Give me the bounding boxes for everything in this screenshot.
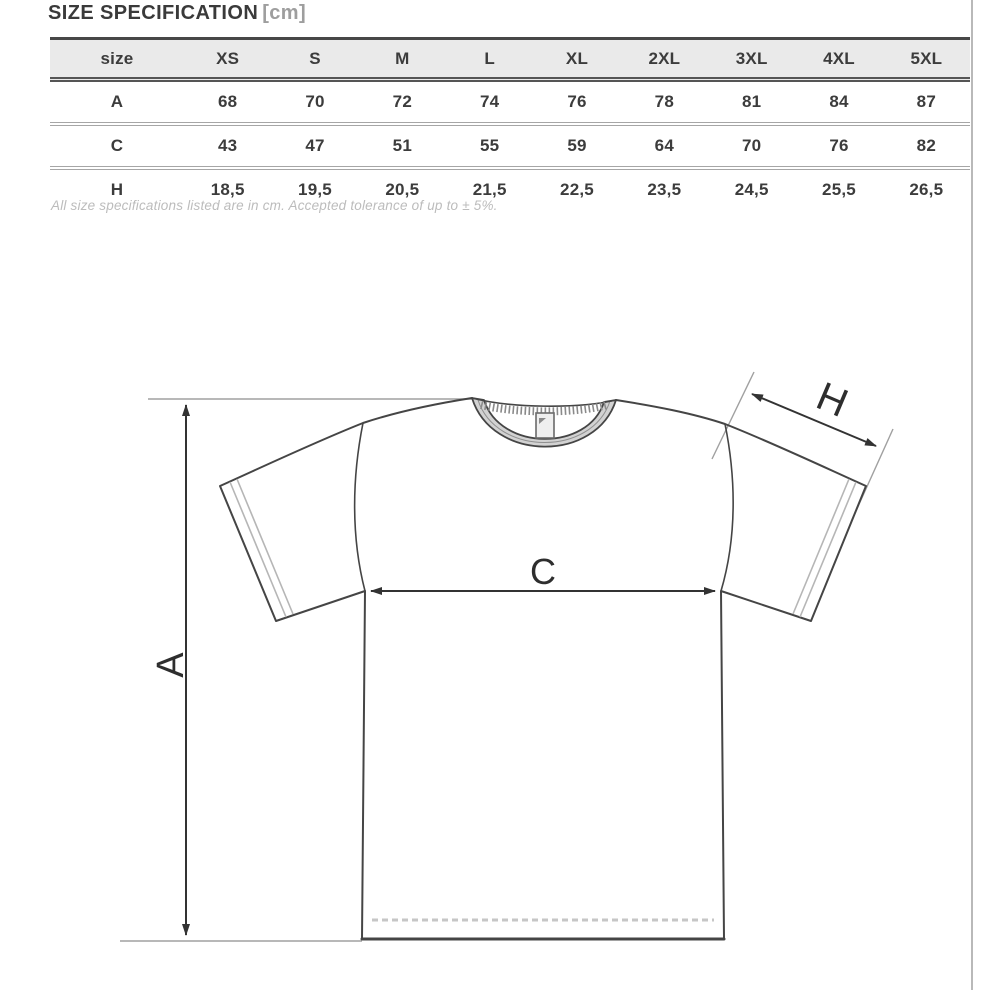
collar-band-midline xyxy=(477,399,611,443)
extension-lines xyxy=(120,371,894,942)
header-cell-s: S xyxy=(309,48,321,68)
cell-value: 72 xyxy=(392,92,412,111)
label-c: C xyxy=(530,551,556,592)
cell-value: 26,5 xyxy=(909,180,944,199)
cell-value: 81 xyxy=(742,92,762,111)
cell-value: 74 xyxy=(480,92,500,111)
cell-value: 68 xyxy=(218,92,238,111)
cell-value: 47 xyxy=(305,136,325,155)
cell-value: 76 xyxy=(829,136,849,155)
table-row-c: C 43 47 51 55 59 64 70 76 82 xyxy=(50,126,970,170)
cell-value: 21,5 xyxy=(472,180,507,199)
collar-tag xyxy=(535,412,555,439)
back-neckline xyxy=(471,397,617,407)
cell-value: 59 xyxy=(567,136,587,155)
h-extension-left xyxy=(711,371,755,460)
tshirt-body-path xyxy=(219,397,867,940)
cell-value: 51 xyxy=(392,136,412,155)
header-cell-l: L xyxy=(484,48,495,68)
page-title: SIZE SPECIFICATION [cm] xyxy=(48,2,306,25)
cell-value: 18,5 xyxy=(210,180,245,199)
cell-value: 55 xyxy=(480,136,500,155)
size-table-header-row: size XS S M L XL 2XL 3XL 4XL 5XL xyxy=(50,40,970,82)
cell-value: 24,5 xyxy=(734,180,769,199)
tolerance-note: All size specifications listed are in cm… xyxy=(51,198,498,213)
page-title-unit: [cm] xyxy=(262,2,307,24)
collar-ribbing xyxy=(480,401,609,416)
header-cell-3xl: 3XL xyxy=(735,48,768,68)
sleeve-cuff-stitching xyxy=(229,478,857,618)
table-row-h: H 18,5 19,5 20,5 21,5 22,5 23,5 24,5 25,… xyxy=(50,170,970,210)
image-right-border xyxy=(971,0,973,990)
cell-value: 64 xyxy=(654,136,674,155)
header-cell-m: M xyxy=(395,48,410,68)
header-cell-xs: XS xyxy=(216,48,240,68)
row-label: A xyxy=(110,92,124,111)
dimension-lines xyxy=(182,393,877,936)
cell-value: 84 xyxy=(829,92,849,111)
header-cell-5xl: 5XL xyxy=(910,48,943,68)
cell-value: 78 xyxy=(654,92,674,111)
tshirt-measurement-diagram: A C H xyxy=(120,371,894,942)
cell-value: 82 xyxy=(916,136,936,155)
cell-value: 70 xyxy=(305,92,325,111)
right-armhole-seam xyxy=(720,423,734,592)
header-cell-4xl: 4XL xyxy=(823,48,855,68)
cell-value: 43 xyxy=(218,136,238,155)
collar xyxy=(471,397,617,448)
label-a: A xyxy=(150,652,192,678)
row-label: H xyxy=(110,180,124,199)
label-h: H xyxy=(810,374,854,426)
cell-value: 23,5 xyxy=(647,180,682,199)
header-cell-xl: XL xyxy=(565,48,589,68)
cell-value: 76 xyxy=(567,92,587,111)
size-table: size XS S M L XL 2XL 3XL 4XL 5XL A 68 70… xyxy=(50,37,970,210)
cell-value: 20,5 xyxy=(385,180,420,199)
header-cell-size: size xyxy=(100,48,134,68)
cell-value: 70 xyxy=(742,136,762,155)
dimension-labels: A C H xyxy=(150,374,854,678)
cell-value: 22,5 xyxy=(560,180,594,199)
left-armhole-seam xyxy=(353,422,366,592)
row-label: C xyxy=(110,136,124,155)
cell-value: 87 xyxy=(916,92,936,111)
dimension-h-line xyxy=(751,393,877,447)
page-title-text: SIZE SPECIFICATION xyxy=(48,2,259,24)
cell-value: 19,5 xyxy=(298,180,332,199)
header-cell-2xl: 2XL xyxy=(648,48,681,68)
tshirt-outline xyxy=(219,397,867,941)
cell-value: 25,5 xyxy=(822,180,856,199)
table-row-a: A 68 70 72 74 76 78 81 84 87 xyxy=(50,82,970,126)
